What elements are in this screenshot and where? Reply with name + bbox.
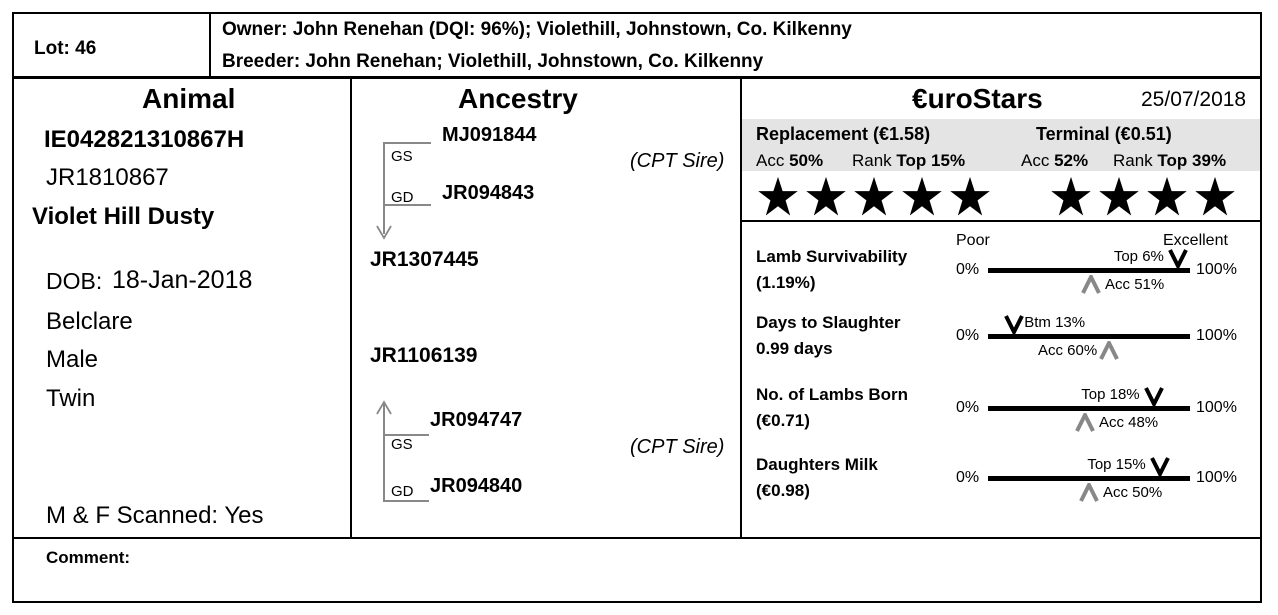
- dam-granddam: JR094840: [430, 475, 523, 497]
- animal-tag: JR1810867: [46, 164, 169, 191]
- trait-value: (1.19%): [756, 273, 816, 292]
- trait-rank: Top 6%: [1113, 248, 1164, 265]
- star-icon: [1195, 176, 1235, 216]
- star-icon: [758, 176, 798, 216]
- terminal-title: Terminal (€0.51): [1036, 124, 1172, 144]
- gd-label: GD: [391, 483, 414, 500]
- rank-marker-icon: [1143, 387, 1164, 406]
- star-icon: [806, 176, 846, 216]
- scale-excellent-label: Excellent: [1163, 232, 1228, 249]
- accuracy-marker-icon: [1081, 275, 1101, 294]
- col-divider-1: [350, 77, 352, 539]
- animal-heading: Animal: [142, 83, 236, 114]
- arrow-down-icon: [376, 225, 392, 240]
- accuracy-marker-icon: [1099, 341, 1119, 360]
- dob-value: 18-Jan-2018: [112, 266, 253, 294]
- terminal-stars: [1050, 176, 1242, 223]
- trait-accuracy: Acc 50%: [1103, 484, 1163, 501]
- scale-min-label: 0%: [956, 399, 980, 416]
- star-icon: [1147, 176, 1187, 216]
- scanned-status: M & F Scanned: Yes: [46, 502, 264, 529]
- trait-scale-bar: [988, 268, 1190, 273]
- stars-divider: [742, 220, 1260, 222]
- trait-rank: Top 18%: [1081, 386, 1140, 403]
- replacement-rank: Rank Top 15%: [852, 151, 966, 170]
- terminal-accuracy: Acc 52%: [1021, 151, 1089, 170]
- replacement-stars: [757, 176, 997, 223]
- trait-name: Days to Slaughter: [756, 313, 901, 332]
- index-band: [742, 119, 1260, 171]
- eurostars-date: 25/07/2018: [1141, 88, 1247, 111]
- scale-max-label: 100%: [1196, 261, 1237, 278]
- eurostars-heading: €uroStars: [912, 83, 1043, 114]
- trait-scale-bar: [988, 406, 1190, 411]
- trait-accuracy: Acc 51%: [1105, 276, 1165, 293]
- trait-rank: Btm 13%: [1024, 314, 1086, 331]
- accuracy-marker-icon: [1079, 483, 1099, 502]
- animal-breed: Belclare: [46, 308, 133, 335]
- lot-number: Lot: 46: [34, 38, 97, 59]
- animal-id: IE042821310867H: [44, 126, 245, 153]
- trait-value: (€0.71): [756, 411, 810, 430]
- replacement-accuracy: Acc 50%: [756, 151, 824, 170]
- rank-marker-icon: [1004, 315, 1025, 334]
- trait-name: Lamb Survivability: [756, 247, 908, 266]
- trait-accuracy: Acc 60%: [1038, 342, 1098, 359]
- scale-min-label: 0%: [956, 469, 980, 486]
- animal-birth-type: Twin: [46, 385, 96, 412]
- sire-granddam: JR094843: [442, 182, 535, 204]
- ancestry-bracket: [383, 142, 385, 234]
- ancestry-heading: Ancestry: [458, 83, 578, 114]
- gd-label: GD: [391, 189, 414, 206]
- comment-label: Comment:: [46, 548, 131, 567]
- owner-line: Owner: John Renehan (DQI: 96%); Violethi…: [222, 19, 852, 40]
- ancestry-bracket: [383, 402, 385, 500]
- scale-min-label: 0%: [956, 261, 980, 278]
- col-divider-2: [740, 77, 742, 539]
- breeder-line: Breeder: John Renehan; Violethill, Johns…: [222, 51, 764, 72]
- replacement-title: Replacement (€1.58): [756, 124, 931, 144]
- star-icon: [902, 176, 942, 216]
- trait-name: No. of Lambs Born: [756, 385, 909, 404]
- comment-box: [12, 537, 1262, 603]
- terminal-rank: Rank Top 39%: [1113, 151, 1227, 170]
- trait-scale-bar: [988, 476, 1190, 481]
- star-icon: [854, 176, 894, 216]
- scale-min-label: 0%: [956, 327, 980, 344]
- trait-scale-bar: [988, 334, 1190, 339]
- trait-name: Daughters Milk: [756, 455, 878, 474]
- scale-poor-label: Poor: [956, 232, 990, 249]
- star-icon: [1051, 176, 1091, 216]
- rank-marker-icon: [1149, 457, 1170, 476]
- scale-max-label: 100%: [1196, 469, 1237, 486]
- gs-label: GS: [391, 148, 413, 165]
- trait-value: (€0.98): [756, 481, 810, 500]
- trait-accuracy: Acc 48%: [1098, 414, 1159, 431]
- accuracy-marker-icon: [1075, 413, 1095, 432]
- gs-label: GS: [391, 436, 413, 453]
- dob-label: DOB:: [46, 268, 103, 294]
- rank-marker-icon: [1168, 249, 1188, 268]
- trait-value: 0.99 days: [756, 339, 833, 358]
- dam-id: JR1106139: [370, 344, 478, 367]
- star-icon: [1099, 176, 1139, 216]
- animal-name: Violet Hill Dusty: [32, 203, 215, 230]
- scale-max-label: 100%: [1196, 399, 1237, 416]
- cpt-sire-label: (CPT Sire): [630, 436, 725, 458]
- cpt-sire-label: (CPT Sire): [630, 150, 725, 172]
- sire-grandsire: MJ091844: [442, 124, 537, 146]
- scale-max-label: 100%: [1196, 327, 1237, 344]
- trait-rank: Top 15%: [1087, 456, 1146, 473]
- animal-sex: Male: [46, 346, 99, 373]
- dam-grandsire: JR094747: [430, 409, 523, 431]
- header-divider: [209, 12, 211, 78]
- star-icon: [950, 176, 990, 216]
- sire-id: JR1307445: [370, 248, 479, 271]
